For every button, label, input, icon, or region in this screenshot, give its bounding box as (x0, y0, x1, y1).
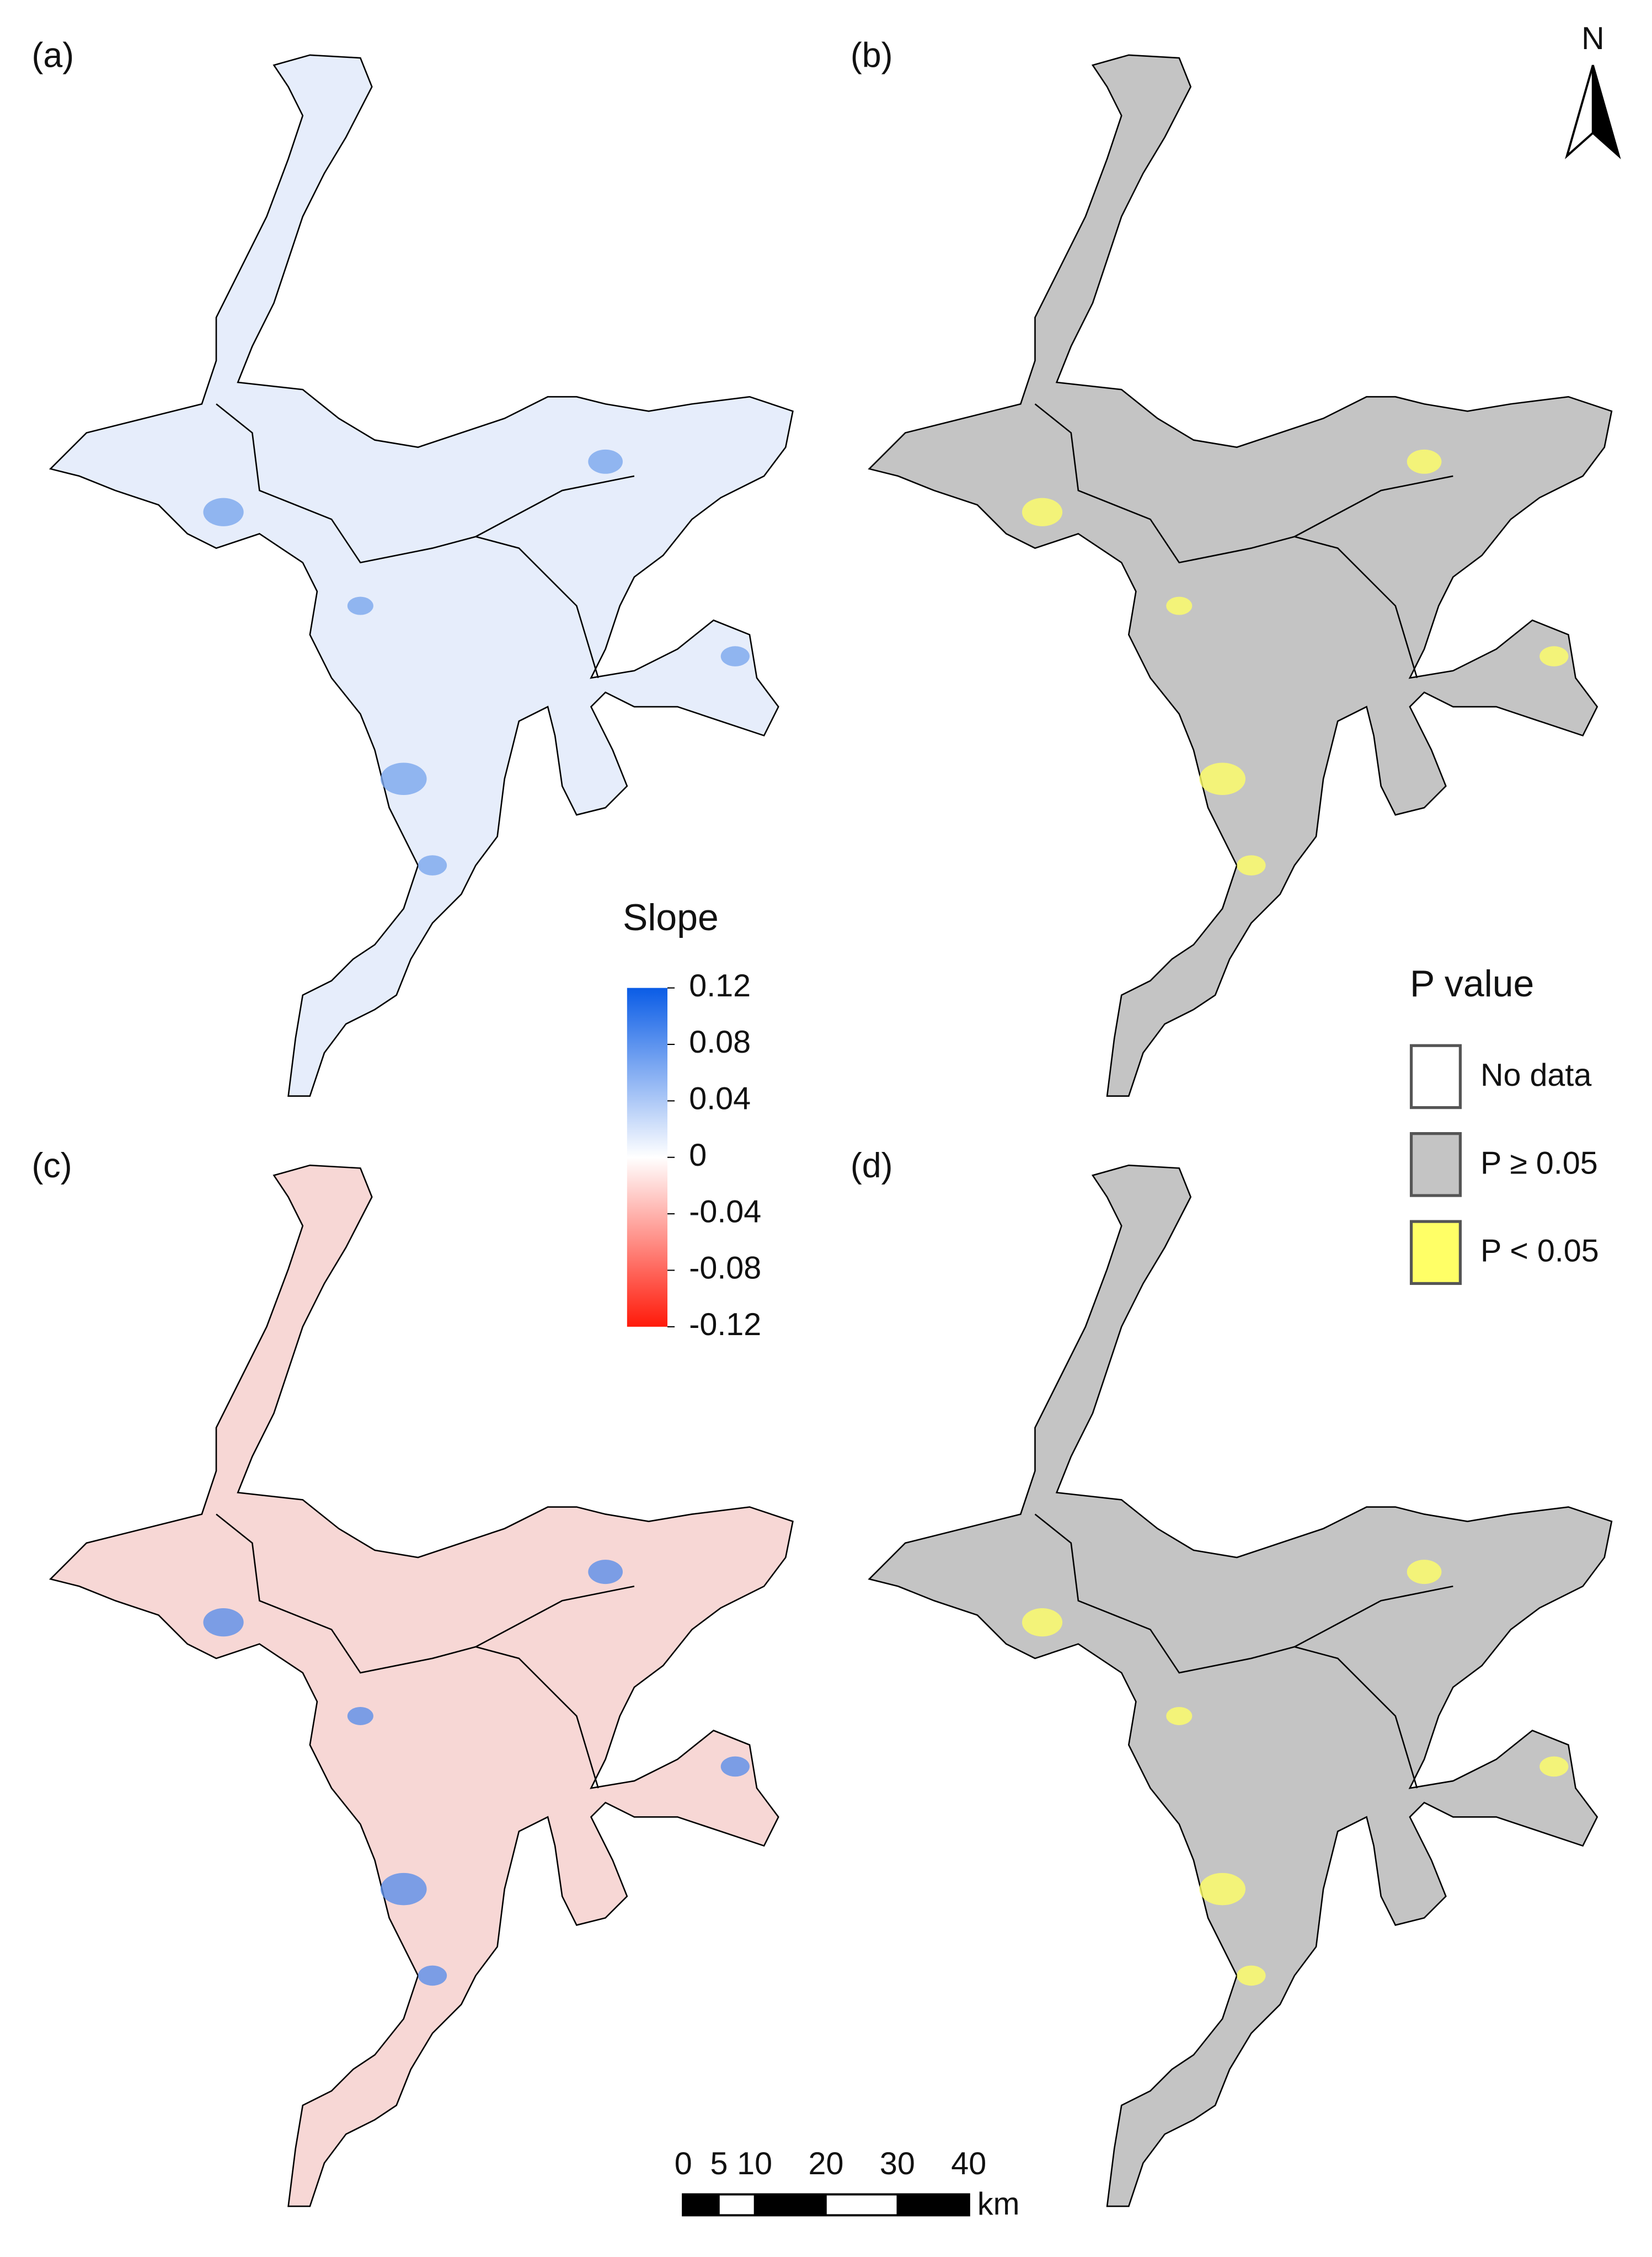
region-patch (1022, 1608, 1063, 1637)
scale-bar-tick-label: 40 (951, 2146, 986, 2181)
p-legend-title: P value (1410, 963, 1534, 1005)
panel-label: (a) (31, 36, 74, 75)
scale-bar-tick-label: 0 (675, 2146, 692, 2181)
region-patch (203, 1608, 244, 1637)
scale-bar-segment (753, 2194, 827, 2216)
legend-label: No data (1480, 1058, 1591, 1093)
legend-label: P ≥ 0.05 (1480, 1145, 1598, 1181)
region-patch (1166, 596, 1193, 615)
region-patch (418, 855, 447, 876)
scale-bar-segment (682, 2194, 720, 2216)
legend-swatch (1409, 1132, 1462, 1197)
region-patch (418, 1965, 447, 1986)
legends: Slope 0.12 0.08 0.04 0 -0.04 -0.08 -0.12 P value… (623, 21, 1621, 2222)
colorbar-tick-label: -0.08 (689, 1251, 761, 1286)
region-patch (1539, 1756, 1569, 1777)
colorbar-tick-label: 0.08 (689, 1025, 751, 1060)
legend-swatch (1409, 1220, 1462, 1285)
region-fill (868, 1164, 1613, 2207)
colorbar-tick-label: -0.04 (689, 1194, 761, 1229)
scale-bar-tick-label: 30 (880, 2146, 915, 2181)
legend-label: P < 0.05 (1480, 1234, 1599, 1269)
colorbar-tick-label: 0.04 (689, 1081, 751, 1117)
region-patch (588, 449, 623, 474)
region-patch (1199, 762, 1246, 796)
region-patch (1166, 1707, 1193, 1725)
region-patch (720, 646, 750, 666)
map-panel: (d) (851, 1146, 1613, 2207)
scale-bar-segment (825, 2194, 899, 2216)
scale-bar-unit: km (977, 2186, 1020, 2222)
colorbar-tick-label: 0 (689, 1138, 707, 1173)
map-panel: (c) (31, 1146, 794, 2207)
region-patch (1407, 1560, 1442, 1584)
region-patch (347, 1707, 373, 1725)
panel-label: (d) (851, 1146, 893, 1185)
scale-bar-tick-label: 20 (809, 2146, 844, 2181)
region-patch (380, 762, 427, 796)
scale-bar-segment (718, 2194, 756, 2216)
region-patch (1407, 449, 1442, 474)
region-patch (1237, 1965, 1266, 1986)
region-fill (50, 54, 794, 1097)
colorbar-tick-label: 0.12 (689, 968, 751, 1004)
scale-bar-segment (896, 2194, 970, 2216)
map-panel: (a) (31, 36, 794, 1097)
north-arrow-left (1565, 65, 1594, 159)
scale-bar-tick-label: 10 (737, 2146, 772, 2181)
region-fill (50, 1164, 794, 2207)
colorbar-tick-label: -0.12 (689, 1307, 761, 1342)
map-panels: (a) (b) (c) (d) (31, 36, 1613, 2207)
region-patch (1237, 855, 1266, 876)
region-patch (1539, 646, 1569, 666)
legend-swatch (1409, 1044, 1462, 1109)
region-patch (380, 1872, 427, 1906)
panel-label: (b) (851, 36, 893, 75)
slope-legend-title: Slope (623, 897, 719, 938)
scale-bar-tick-label: 5 (710, 2146, 728, 2181)
north-label: N (1581, 21, 1605, 56)
north-arrow-right (1591, 65, 1621, 159)
region-fill (868, 54, 1613, 1097)
region-patch (720, 1756, 750, 1777)
region-patch (588, 1560, 623, 1584)
region-patch (1199, 1872, 1246, 1906)
region-patch (347, 596, 373, 615)
colorbar (627, 988, 668, 1327)
region-patch (1022, 498, 1063, 526)
map-panel: (b) (851, 36, 1613, 1097)
panel-label: (c) (31, 1146, 72, 1185)
region-patch (203, 498, 244, 526)
